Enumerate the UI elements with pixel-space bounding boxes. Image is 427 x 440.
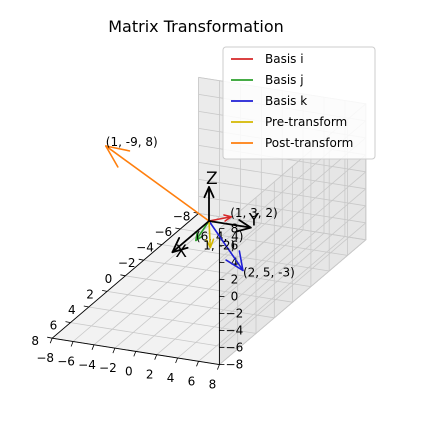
axis-arrow-x-head — [171, 236, 189, 254]
y-tick — [154, 354, 158, 360]
vector-basis-i — [208, 214, 232, 222]
legend-label: Post-transform — [265, 136, 353, 150]
z-tick-label: 0 — [231, 290, 239, 304]
y-tick — [91, 344, 95, 350]
axis-arrow-y — [208, 219, 252, 233]
y-tick — [175, 357, 178, 364]
x-tick-label: −4 — [136, 241, 154, 255]
vector-basis-k — [208, 220, 244, 272]
y-tick-label: 6 — [188, 374, 196, 388]
vector-label: (1, 3, 2) — [230, 206, 278, 220]
grid-line — [198, 236, 346, 362]
grid-lines — [51, 77, 367, 366]
legend-label: Basis i — [265, 52, 304, 66]
x-tick — [83, 305, 89, 308]
y-tick — [217, 364, 220, 370]
grid-line — [219, 239, 367, 365]
y-tick — [70, 341, 74, 347]
legend-label: Pre-transform — [265, 115, 347, 129]
vector-basis-k-head — [225, 250, 244, 272]
vector-pre-transform — [205, 220, 215, 249]
axis-arrow-x-shaft — [171, 220, 210, 254]
x-tick — [138, 258, 144, 261]
y-tick-label: −6 — [57, 355, 75, 369]
x-tick — [102, 290, 108, 292]
grid-line — [88, 306, 257, 334]
x-tick — [156, 243, 163, 245]
vector-label: (1, -9, 8) — [106, 135, 158, 149]
axis-arrow-x — [171, 220, 210, 254]
axis-arrow-label: Z — [206, 169, 218, 189]
x-tick — [175, 227, 181, 230]
grid-line — [107, 291, 275, 319]
z-tick-label: 4 — [231, 256, 239, 270]
legend-label: Basis k — [265, 94, 307, 108]
z-tick-label: −4 — [226, 324, 244, 338]
axis-arrow-label: X — [175, 242, 187, 262]
vector-basis-j — [195, 220, 210, 242]
y-tick — [133, 351, 137, 357]
grid-line — [135, 226, 283, 352]
vector-pre-transform-head — [205, 238, 215, 249]
z-tick-label: −6 — [226, 341, 244, 355]
vector-post-transform-shaft — [105, 145, 210, 222]
legend: Basis i Basis j Basis k Pre-transform Post-t… — [222, 46, 376, 160]
z-tick-label: −2 — [226, 307, 244, 321]
axis-arrow-z — [203, 186, 215, 222]
axis-arrow-y-head — [236, 219, 252, 233]
z-tick-label: −8 — [226, 358, 244, 372]
x-tick-label: 6 — [50, 319, 58, 333]
vector-basis-j-head — [195, 232, 204, 242]
legend-box — [222, 46, 376, 160]
y-tick-label: −2 — [99, 361, 117, 375]
y-tick-label: 2 — [146, 368, 154, 382]
y-tick — [196, 361, 199, 367]
y-tick-label: 4 — [167, 371, 175, 385]
x-tick-label: 2 — [86, 287, 94, 301]
z-tick-label: 8 — [231, 222, 239, 236]
y-tick-label: −4 — [78, 358, 96, 372]
vector-basis-k-shaft — [208, 220, 244, 272]
legend-label: Basis j — [265, 73, 304, 87]
z-tick-label: 2 — [231, 273, 239, 287]
vector-post-transform-head — [105, 145, 131, 168]
axis-arrow-y-shaft — [208, 220, 252, 229]
x-tick-label: −2 — [118, 256, 136, 270]
vector-label: 1, -2) — [203, 238, 235, 252]
grid-line — [219, 171, 367, 297]
chart-title: Matrix Transformation — [108, 17, 284, 36]
grid-line — [70, 322, 238, 350]
vector-pre-transform-shaft — [208, 220, 212, 249]
vector-basis-j-shaft — [195, 220, 210, 242]
z-tick-label: 6 — [231, 239, 239, 253]
vector-post-transform — [105, 145, 210, 222]
y-tick — [112, 347, 116, 354]
x-tick — [65, 321, 71, 323]
x-tick-label: −6 — [154, 225, 172, 239]
vector-label: (2, 5, -3) — [243, 265, 295, 279]
grid-line — [219, 154, 367, 280]
x-tick-label: 0 — [105, 272, 113, 286]
x-tick-label: 4 — [68, 303, 76, 317]
y-tick — [49, 338, 53, 344]
vector-basis-i-head — [223, 214, 232, 222]
y-tick-label: 8 — [209, 378, 217, 392]
x-tick — [47, 336, 53, 339]
x-tick-label: −8 — [173, 209, 191, 223]
axis-arrow-z-head — [203, 186, 215, 199]
x-tick-label: 8 — [31, 334, 39, 348]
grid-line — [156, 229, 304, 356]
x-tick — [120, 274, 126, 277]
y-tick-label: −8 — [36, 351, 54, 365]
vectors: (1, 3, 2)(6, 4, 4)(2, 5, -3)1, -2)(1, -9… — [105, 135, 295, 279]
axis-arrow-label: Y — [248, 211, 260, 231]
y-tick-label: 0 — [125, 364, 133, 378]
grid-line — [177, 232, 325, 359]
vector-basis-i-shaft — [208, 215, 232, 222]
